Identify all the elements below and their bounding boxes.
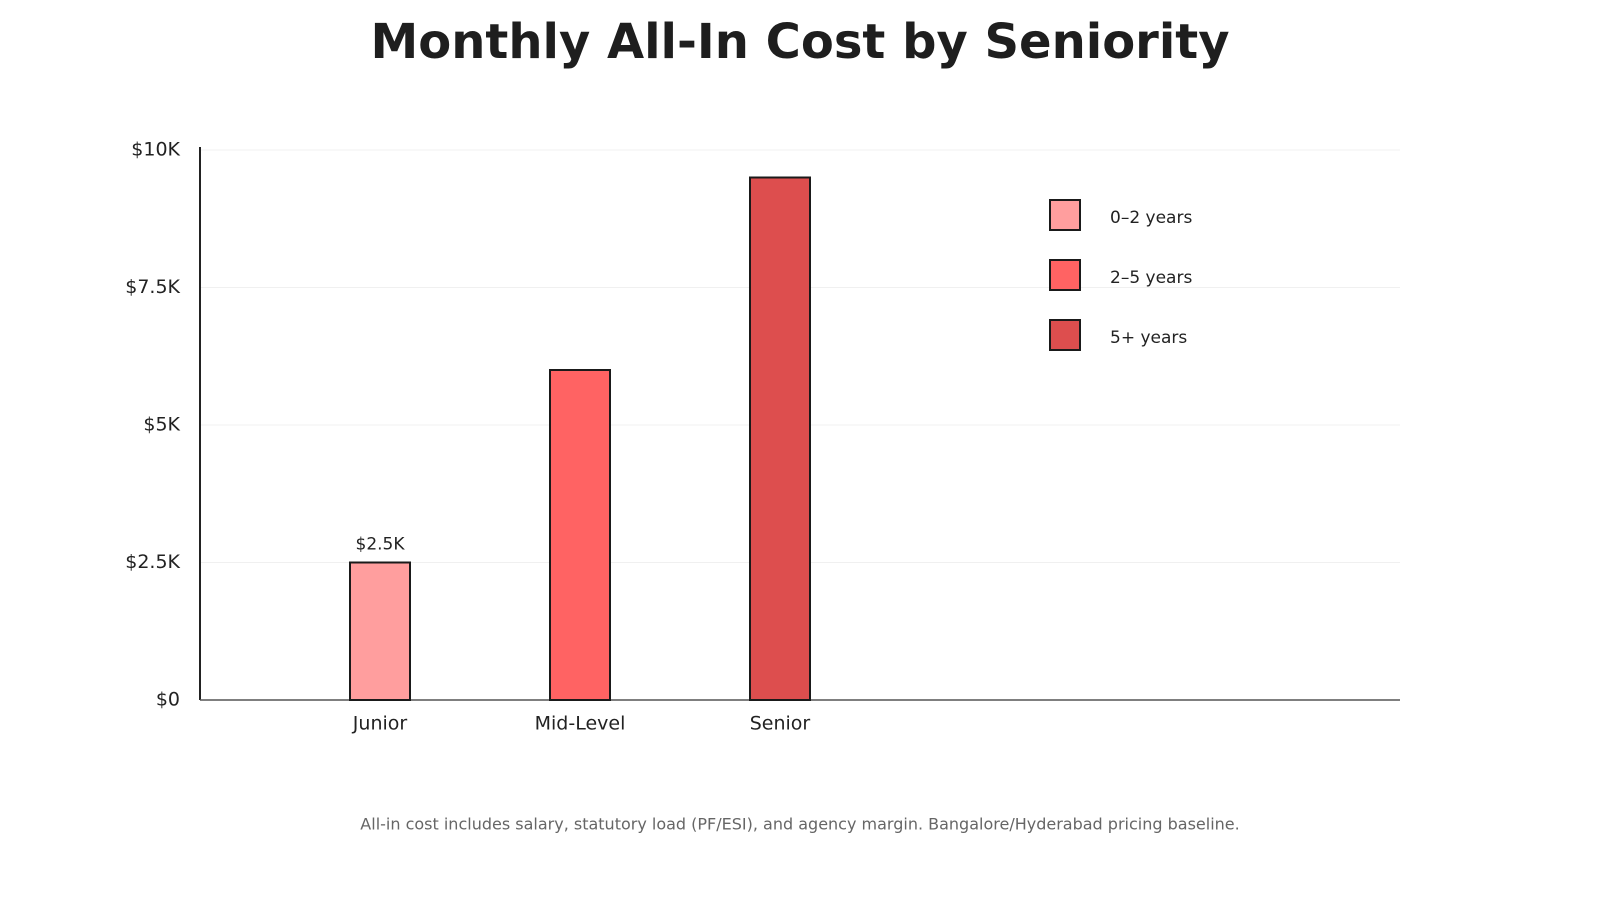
x-tick-label: Mid-Level	[535, 713, 626, 735]
x-tick-label: Senior	[750, 713, 811, 735]
y-tick-label: $10K	[131, 139, 180, 161]
legend-swatch	[1049, 319, 1081, 351]
y-tick-label: $7.5K	[125, 276, 180, 298]
x-tick-label: Junior	[352, 713, 408, 735]
y-tick-label: $2.5K	[125, 551, 180, 573]
footnote: All-in cost includes salary, statutory l…	[360, 815, 1239, 834]
chart-title: Monthly All-In Cost by Seniority	[370, 14, 1229, 70]
value-label: $2.5K	[356, 535, 406, 555]
bar	[549, 369, 611, 701]
y-tick-label: $5K	[143, 414, 180, 436]
legend-label: 2–5 years	[1110, 268, 1192, 288]
legend-swatch	[1049, 199, 1081, 231]
bar	[749, 176, 811, 701]
legend-label: 5+ years	[1110, 328, 1187, 348]
legend-swatch	[1049, 259, 1081, 291]
y-tick-label: $0	[156, 689, 180, 711]
bar	[349, 561, 411, 701]
legend-label: 0–2 years	[1110, 208, 1192, 228]
